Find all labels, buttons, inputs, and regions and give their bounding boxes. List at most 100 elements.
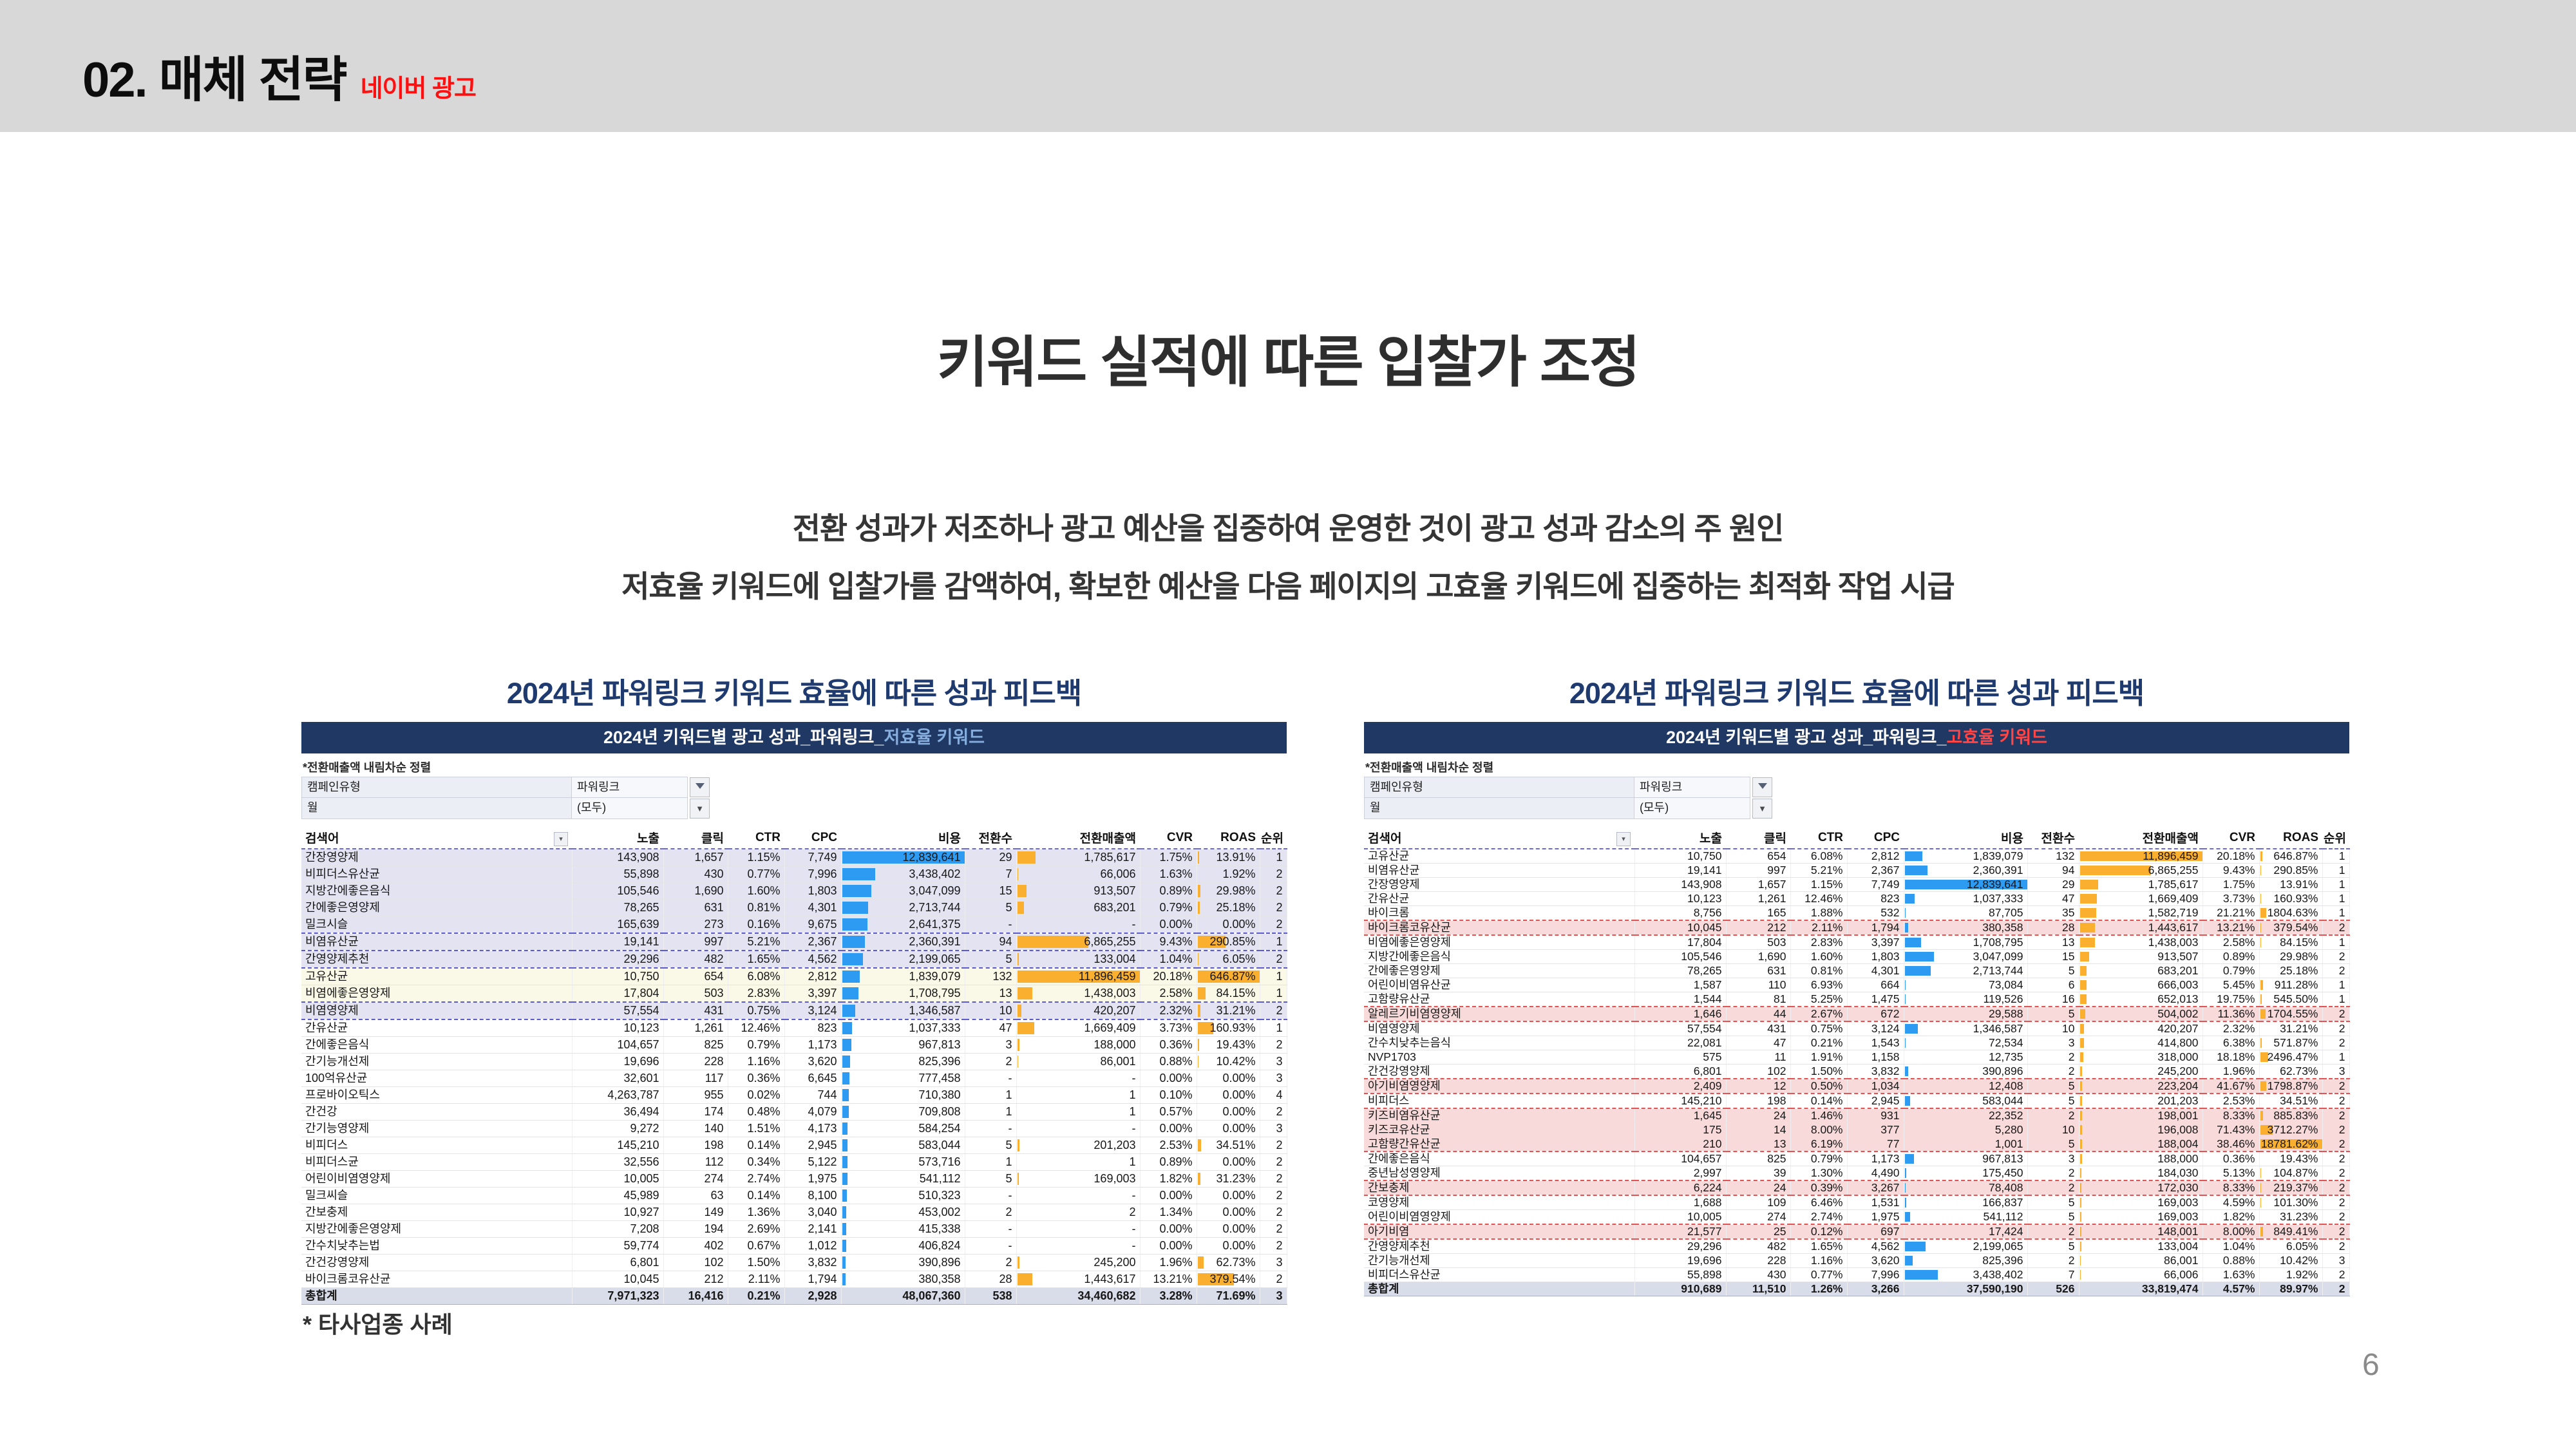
column-header[interactable]: 전환수: [965, 827, 1016, 849]
cell[interactable]: 4,301: [1847, 963, 1904, 978]
cell[interactable]: 148,001: [2079, 1224, 2203, 1240]
cell[interactable]: 비염영양제: [301, 1002, 573, 1020]
cell[interactable]: 3: [1260, 1070, 1287, 1087]
cell[interactable]: 15: [2027, 949, 2079, 964]
cell[interactable]: 212: [663, 1271, 728, 1288]
cell[interactable]: 1,475: [1847, 992, 1904, 1007]
cell[interactable]: 2: [2027, 1166, 2079, 1181]
column-header[interactable]: 전환수: [2027, 827, 2079, 849]
cell[interactable]: 1,657: [663, 849, 728, 866]
cell[interactable]: 66,006: [2079, 1267, 2203, 1282]
cell[interactable]: 1,803: [784, 882, 842, 900]
cell[interactable]: 15: [965, 882, 1017, 900]
cell[interactable]: 5: [2027, 1006, 2079, 1022]
cell[interactable]: 6,801: [572, 1254, 664, 1271]
cell[interactable]: 34.51%: [2259, 1094, 2323, 1109]
cell[interactable]: 910,689: [1634, 1282, 1727, 1296]
cell[interactable]: 1,012: [784, 1237, 842, 1255]
cell[interactable]: 55,898: [1634, 1267, 1727, 1282]
cell[interactable]: -: [965, 916, 1017, 934]
cell[interactable]: 1,975: [1847, 1209, 1904, 1225]
cell[interactable]: 2: [2322, 1282, 2350, 1296]
table-row[interactable]: 간유산균 10,123 1,261 12.46% 823 1,037,333 47 1,669…: [1364, 891, 2350, 906]
cell[interactable]: 38.46%: [2202, 1137, 2260, 1152]
table-row[interactable]: 간유산균 10,123 1,261 12.46% 823 1,037,333 47 1,669…: [301, 1019, 1287, 1037]
cell[interactable]: 1,794: [1847, 920, 1904, 936]
cell[interactable]: 140: [663, 1120, 728, 1137]
cell[interactable]: 1,037,333: [1904, 891, 2028, 906]
cell[interactable]: 2,945: [1847, 1094, 1904, 1109]
cell[interactable]: 571.87%: [2259, 1036, 2323, 1050]
cell[interactable]: 228: [663, 1053, 728, 1070]
cell[interactable]: 4,562: [784, 951, 842, 969]
cell[interactable]: 66,006: [1016, 866, 1141, 883]
cell[interactable]: -: [965, 1220, 1017, 1238]
cell[interactable]: 13.91%: [1197, 849, 1260, 866]
cell[interactable]: 간장영양제: [301, 849, 573, 866]
cell[interactable]: 간보충제: [301, 1204, 573, 1221]
cell[interactable]: 5: [2027, 1195, 2079, 1210]
cell[interactable]: 5,280: [1904, 1122, 2028, 1137]
cell[interactable]: 849.41%: [2259, 1224, 2323, 1240]
cell[interactable]: 1,975: [784, 1170, 842, 1188]
cell[interactable]: 6,224: [1634, 1180, 1727, 1196]
cell[interactable]: 94: [2027, 863, 2079, 878]
cell[interactable]: 24: [1726, 1180, 1791, 1196]
cell[interactable]: 1.82%: [1140, 1170, 1197, 1188]
cell[interactable]: 5: [965, 1170, 1017, 1188]
cell[interactable]: 149: [663, 1204, 728, 1221]
cell[interactable]: 194: [663, 1220, 728, 1238]
cell[interactable]: 6.08%: [728, 968, 785, 985]
filter-value[interactable]: 파워링크: [1634, 777, 1750, 798]
cell[interactable]: 6.19%: [1790, 1137, 1848, 1152]
cell[interactable]: 2: [1260, 1204, 1287, 1221]
cell[interactable]: 1,582,719: [2079, 905, 2203, 921]
cell[interactable]: 1,690: [1726, 949, 1791, 964]
table-row[interactable]: 간장영양제 143,908 1,657 1.15% 7,749 12,839,641 29 1…: [301, 849, 1287, 866]
cell[interactable]: 430: [663, 866, 728, 883]
cell[interactable]: 2,997: [1634, 1166, 1727, 1181]
cell[interactable]: 2.69%: [728, 1220, 785, 1238]
cell[interactable]: 22,081: [1634, 1036, 1727, 1050]
cell[interactable]: 1,443,617: [1016, 1271, 1141, 1288]
cell[interactable]: 12,408: [1904, 1078, 2028, 1094]
table-row[interactable]: 비염영양제 57,554 431 0.75% 3,124 1,346,587 10 420,2…: [301, 1002, 1287, 1020]
cell[interactable]: 2: [1260, 1220, 1287, 1238]
cell[interactable]: 545.50%: [2259, 992, 2323, 1007]
cell[interactable]: 1,261: [663, 1019, 728, 1037]
cell[interactable]: 총합계: [1364, 1282, 1635, 1296]
cell[interactable]: 0.79%: [1140, 899, 1197, 916]
column-header[interactable]: 전환매출액: [1016, 827, 1140, 849]
table-row[interactable]: 고유산균 10,750 654 6.08% 2,812 1,839,079 132 11,89…: [1364, 849, 2350, 864]
cell[interactable]: 16: [2027, 992, 2079, 1007]
cell[interactable]: 165: [1726, 905, 1791, 921]
cell[interactable]: 71.69%: [1197, 1287, 1260, 1305]
column-header[interactable]: 클릭: [663, 827, 728, 849]
cell[interactable]: 11,510: [1726, 1282, 1791, 1296]
column-header[interactable]: 비용: [841, 827, 965, 849]
cell[interactable]: 29: [2027, 877, 2079, 892]
cell[interactable]: 2: [2322, 1180, 2350, 1196]
cell[interactable]: 5.21%: [1790, 863, 1848, 878]
cell[interactable]: NVP1703: [1364, 1050, 1635, 1065]
cell[interactable]: 8.00%: [1790, 1122, 1848, 1137]
cell[interactable]: 7,996: [1847, 1267, 1904, 1282]
cell[interactable]: 8,100: [784, 1187, 842, 1204]
cell[interactable]: 683,201: [1016, 899, 1141, 916]
column-header[interactable]: 노출: [1634, 827, 1726, 849]
cell[interactable]: 19,696: [1634, 1253, 1727, 1268]
cell[interactable]: 1: [2322, 891, 2350, 906]
cell[interactable]: 29,296: [572, 951, 664, 969]
cell[interactable]: 420,207: [1016, 1002, 1141, 1020]
cell[interactable]: 0.00%: [1140, 1237, 1197, 1255]
cell[interactable]: 25: [1726, 1224, 1791, 1240]
cell[interactable]: 1: [2322, 849, 2350, 864]
cell[interactable]: -: [965, 1120, 1017, 1137]
table-row[interactable]: 간에좋은영양제 78,265 631 0.81% 4,301 2,713,744 5 683,…: [301, 899, 1287, 916]
cell[interactable]: 2: [1260, 916, 1287, 934]
table-row[interactable]: 100억유산균 32,601 117 0.36% 6,645 777,458- -0.00%…: [301, 1070, 1287, 1087]
cell[interactable]: 2,812: [1847, 849, 1904, 864]
cell[interactable]: 48,067,360: [841, 1287, 965, 1305]
cell[interactable]: 0.79%: [2202, 963, 2260, 978]
cell[interactable]: 967,813: [1904, 1151, 2028, 1166]
